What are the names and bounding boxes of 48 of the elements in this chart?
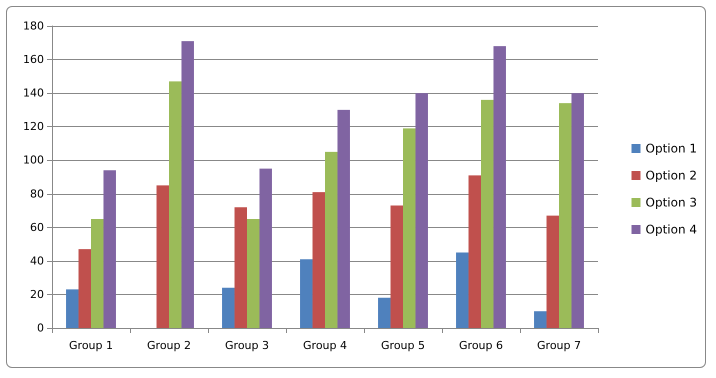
bar	[169, 81, 182, 328]
bar	[66, 289, 79, 328]
y-tick-label: 140	[23, 86, 44, 100]
x-tick-label: Group 2	[147, 339, 191, 352]
bar	[493, 46, 506, 328]
bar	[156, 185, 169, 328]
legend-label: Option 3	[646, 196, 697, 210]
bar	[468, 175, 481, 328]
bar	[234, 207, 247, 328]
bar	[534, 311, 547, 328]
bar	[325, 152, 338, 328]
y-tick-label: 60	[30, 220, 44, 234]
x-tick-label: Group 1	[69, 339, 113, 352]
bar	[559, 103, 572, 328]
bar	[481, 100, 494, 328]
x-tick-label: Group 4	[303, 339, 347, 352]
legend-label: Option 1	[646, 142, 697, 156]
bar	[78, 249, 91, 328]
bar	[91, 218, 104, 328]
y-tick-label: 0	[37, 322, 44, 334]
legend-label: Option 2	[646, 168, 697, 182]
bar	[312, 192, 325, 328]
bar	[103, 170, 116, 328]
y-tick-label: 160	[23, 53, 44, 66]
bar	[390, 206, 403, 328]
bar	[259, 168, 272, 328]
bar	[456, 252, 469, 328]
bar	[337, 110, 350, 328]
y-tick-label: 80	[30, 187, 44, 200]
bar	[378, 298, 391, 328]
bar	[546, 216, 559, 328]
x-tick-label: Group 6	[459, 339, 503, 352]
bar	[181, 41, 194, 328]
y-tick-label: 120	[23, 120, 44, 134]
bar	[571, 93, 584, 328]
x-tick-label: Group 7	[537, 339, 581, 352]
y-tick-label: 180	[23, 20, 44, 32]
bar	[403, 128, 416, 328]
bar	[247, 218, 260, 328]
y-tick-label: 40	[30, 254, 44, 268]
legend-label: Option 4	[646, 222, 697, 236]
bar	[415, 93, 428, 328]
bar	[300, 259, 313, 328]
y-tick-label: 100	[23, 154, 44, 167]
y-tick-label: 20	[30, 288, 44, 301]
x-tick-label: Group 3	[225, 339, 269, 352]
bar	[222, 288, 235, 328]
x-tick-label: Group 5	[381, 339, 425, 352]
